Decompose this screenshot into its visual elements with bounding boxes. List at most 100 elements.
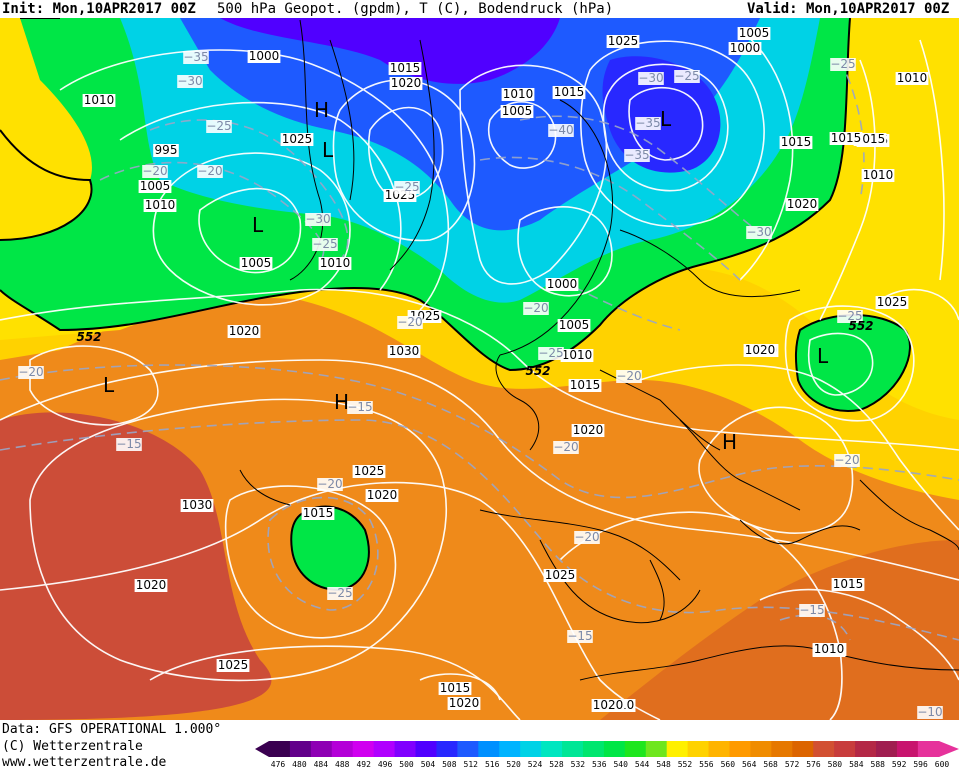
temperature-label-box [142, 165, 168, 178]
temperature-label: −35 [183, 50, 208, 64]
temperature-label-box [624, 149, 650, 162]
pressure-label: 1020 [391, 76, 422, 90]
legend-tick-label: 568 [763, 760, 778, 769]
pressure-label-box [545, 278, 579, 291]
legend-color-cell [289, 741, 312, 757]
legend-color-cell [582, 741, 605, 757]
legend-color-cell [269, 741, 291, 757]
temperature-label-box [116, 438, 142, 451]
pressure-label-box [606, 35, 640, 48]
pressure-label-box [779, 136, 813, 149]
temperature-label: −20 [142, 164, 167, 178]
legend-tick-label: 508 [442, 760, 457, 769]
height-labels: 552 552 552 [76, 319, 873, 378]
pressure-label: 1025 [608, 34, 639, 48]
temperature-label-box [394, 181, 420, 194]
pressure-label-box [227, 325, 261, 338]
pressure-label-box [831, 578, 865, 591]
temperature-label: −20 [574, 530, 599, 544]
temperature-label-box [327, 587, 353, 600]
temperature-label-box [574, 531, 600, 544]
pressure-label-box [785, 198, 819, 211]
temperature-label-box [674, 70, 700, 83]
temperature-label: −15 [567, 629, 592, 643]
pressure-label: 1015 [570, 378, 601, 392]
pressure-label-box [501, 88, 535, 101]
pressure-label-box [138, 180, 172, 193]
map-canvas: H L L L H L H L H 1025101010051000100010… [0, 18, 959, 720]
pressure-label: 1020 [229, 324, 260, 338]
website-url[interactable]: www.wetterzentrale.de [2, 755, 167, 770]
legend-color-cell [457, 741, 479, 757]
temperature-label: −25 [312, 237, 337, 251]
temperature-label-box [538, 347, 564, 360]
pressure-label: 1005 [559, 318, 590, 332]
legend-tick-label: 560 [720, 760, 736, 769]
legend-tick-label: 480 [292, 760, 307, 769]
pressure-label-box [571, 424, 605, 437]
temperature-label: −30 [305, 212, 330, 226]
pressure-label: 1020 [787, 197, 818, 211]
color-scale-legend [255, 741, 959, 757]
legend-tick-label: 588 [870, 760, 885, 769]
legend-tick-label: 492 [356, 760, 371, 769]
legend-ticks: 476 480 484 488 492 496 500 504 508 512 516 520 524 5… [270, 760, 950, 770]
legend-tick-label: 556 [699, 760, 714, 769]
legend-color-cell [394, 741, 417, 757]
temperature-label: −20 [523, 301, 548, 315]
height-contour-label: 552 [848, 319, 873, 333]
temperature-label-box [616, 370, 642, 383]
pressure-label: 1030 [182, 498, 213, 512]
pressure-label: 1005 [739, 26, 770, 40]
legend-tick-label: 536 [592, 760, 607, 769]
legend-color-cell [687, 741, 710, 757]
pressure-label: 1015 [831, 131, 862, 145]
pressure-label-box [216, 659, 250, 672]
pressure-label-box [239, 257, 273, 270]
pressure-label: 1015 [440, 681, 471, 695]
pressure-label: 1020 [573, 423, 604, 437]
temperature-label: −25 [837, 309, 862, 323]
pressure-label: 1025 [877, 295, 908, 309]
legend-color-cell [896, 741, 919, 757]
legend-color-cell [792, 741, 814, 757]
pressure-label-box [301, 507, 335, 520]
pressure-label: 1015 [554, 85, 585, 99]
weather-map: H L L L H L H L H 1025101010051000100010… [0, 18, 959, 720]
pressure-label: 1000 [249, 49, 280, 63]
temperature-label: −30 [177, 74, 202, 88]
legend-tick-label: 484 [313, 760, 329, 769]
pressure-label: 1005 [140, 179, 171, 193]
temperature-label: −15 [347, 400, 372, 414]
legend-tick-label: 516 [484, 760, 500, 769]
temperature-label-box [837, 310, 863, 323]
temperature-label: −15 [799, 603, 824, 617]
legend-color-cell [310, 741, 333, 757]
pressure-labels: 1025101010051000100010151020101010051015… [82, 26, 929, 712]
legend-tick-label: 592 [891, 760, 907, 769]
pressure-label-box [829, 132, 863, 145]
temperature-label: −35 [624, 148, 649, 162]
legend-color-cell [478, 741, 500, 757]
temperature-label: −25 [674, 69, 699, 83]
legend-color-cell [436, 741, 458, 757]
legend-color-cell [331, 741, 354, 757]
pressure-label-box [247, 50, 281, 63]
height-contour-label: 552 [76, 330, 101, 344]
temperature-label: −20 [197, 164, 222, 178]
legend-color-cell [645, 741, 668, 757]
legend-color-cell [855, 741, 877, 757]
pressure-label: 1020 [136, 578, 167, 592]
data-source: Data: GFS OPERATIONAL 1.000° [2, 722, 222, 737]
legend-color-cell [520, 741, 542, 757]
pressure-label-box [388, 62, 422, 75]
pressure-label-box [543, 569, 577, 582]
temperature-label: −30 [746, 225, 771, 239]
pressure-label-box [447, 697, 481, 710]
temperature-label-box [305, 213, 331, 226]
pressure-label: 1010 [320, 256, 351, 270]
legend-tick-label: 552 [677, 760, 693, 769]
pressure-label-box [134, 579, 168, 592]
pressure-label-box [180, 499, 214, 512]
legend-tick-label: 500 [399, 760, 414, 769]
